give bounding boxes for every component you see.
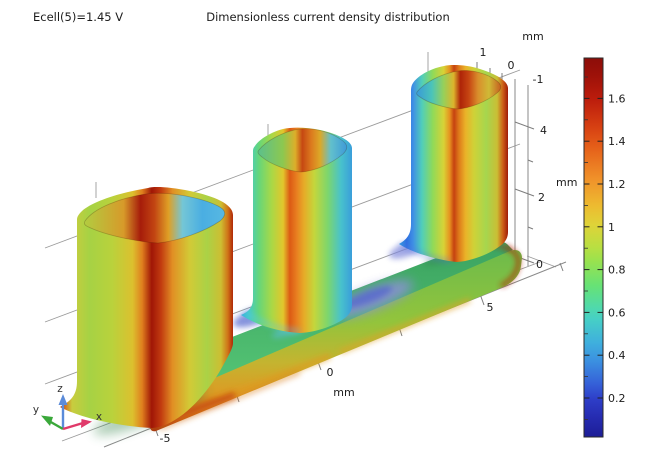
- triad-z-label: z: [57, 383, 63, 395]
- z-tick-label: 2: [538, 191, 545, 204]
- colorbar-tick-label: 0.4: [608, 349, 626, 362]
- coordinate-triad: z y x: [33, 383, 102, 431]
- colorbar-tick-label: 1.6: [608, 92, 626, 105]
- y-tick-label: 1: [480, 46, 487, 59]
- colorbar-tick-label: 1.2: [608, 178, 626, 191]
- z-tick-label: 0: [536, 258, 543, 271]
- pillar-middle: [241, 127, 352, 333]
- y-tick-label: -1: [533, 73, 544, 86]
- y-arrowhead-icon: [41, 415, 53, 426]
- triad-x-label: x: [96, 411, 102, 423]
- x-axis-arrow: [62, 421, 84, 431]
- colorbar-tick-label: 0.6: [608, 306, 626, 319]
- x-arrowhead-icon: [81, 419, 92, 428]
- x-axis-unit: mm: [333, 386, 354, 399]
- pillar-right: [398, 65, 508, 263]
- y-axis: 1 0 -1 mm: [476, 30, 544, 95]
- triad-y-label: y: [33, 404, 39, 416]
- colorbar-tick-label: 1: [608, 221, 615, 234]
- x-tick-label: 5: [487, 301, 494, 314]
- plot-title: Dimensionless current density distributi…: [206, 10, 450, 24]
- y-axis-unit: mm: [522, 30, 543, 43]
- colorbar-tick-label: 1.4: [608, 135, 626, 148]
- z-arrowhead-icon: [58, 394, 68, 405]
- colorbar-gradient-bar: [583, 57, 604, 438]
- color-legend: 1.6 1.4 1.2 1 0.8 0.6 0.4 0.2: [583, 57, 626, 438]
- z-axis: 4 2 0 mm: [514, 79, 577, 271]
- pillar-left: [60, 187, 233, 428]
- parameter-label: Ecell(5)=1.45 V: [33, 10, 123, 24]
- colorbar-tick-label: 0.2: [608, 392, 626, 405]
- x-tick-label: -5: [160, 432, 171, 445]
- z-axis-unit: mm: [556, 176, 577, 189]
- colorbar-tick-label: 0.8: [608, 264, 626, 277]
- z-tick-label: 4: [540, 124, 547, 137]
- y-tick-label: 0: [508, 59, 515, 72]
- y-axis-arrow: [48, 419, 64, 431]
- x-tick-label: 0: [327, 366, 334, 379]
